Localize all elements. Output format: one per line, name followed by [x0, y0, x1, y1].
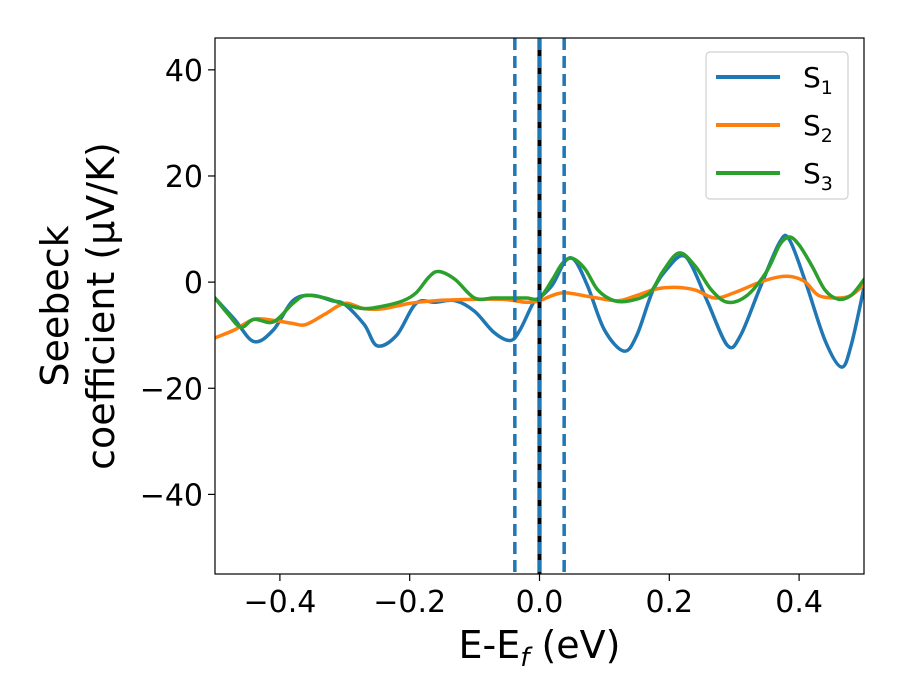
- y-tick-label: −40: [140, 478, 203, 513]
- y-tick-label: 20: [165, 160, 203, 195]
- x-tick-label: 0.2: [645, 585, 693, 620]
- y-tick-label: −20: [140, 372, 203, 407]
- y-tick-label: 40: [165, 54, 203, 89]
- x-axis-ticks: −0.4 −0.2 0.0 0.2 0.4: [243, 574, 823, 620]
- y-tick-label: 0: [184, 266, 203, 301]
- series-line-S3: [215, 235, 864, 329]
- x-tick-label: 0.0: [516, 585, 564, 620]
- y-axis-label: Seebeck coefficient (μV/K): [33, 142, 123, 470]
- series-lines: [215, 233, 864, 369]
- x-tick-label: 0.4: [775, 585, 823, 620]
- legend-label-S1: S1: [803, 61, 833, 99]
- legend-label-S2: S2: [803, 109, 833, 147]
- x-tick-label: −0.2: [373, 585, 446, 620]
- y-axis-ticks: 40 20 0 −20 −40: [140, 54, 215, 513]
- y-axis-label-line2: coefficient (μV/K): [79, 142, 123, 470]
- series-line-S2: [215, 274, 864, 340]
- x-axis-label: E-Ef (eV): [459, 623, 621, 673]
- legend: S1 S2 S3: [705, 51, 849, 200]
- legend-label-S3: S3: [803, 157, 833, 195]
- y-axis-label-line1: Seebeck: [33, 225, 77, 386]
- x-tick-label: −0.4: [243, 585, 316, 620]
- vertical-lines: [513, 38, 566, 574]
